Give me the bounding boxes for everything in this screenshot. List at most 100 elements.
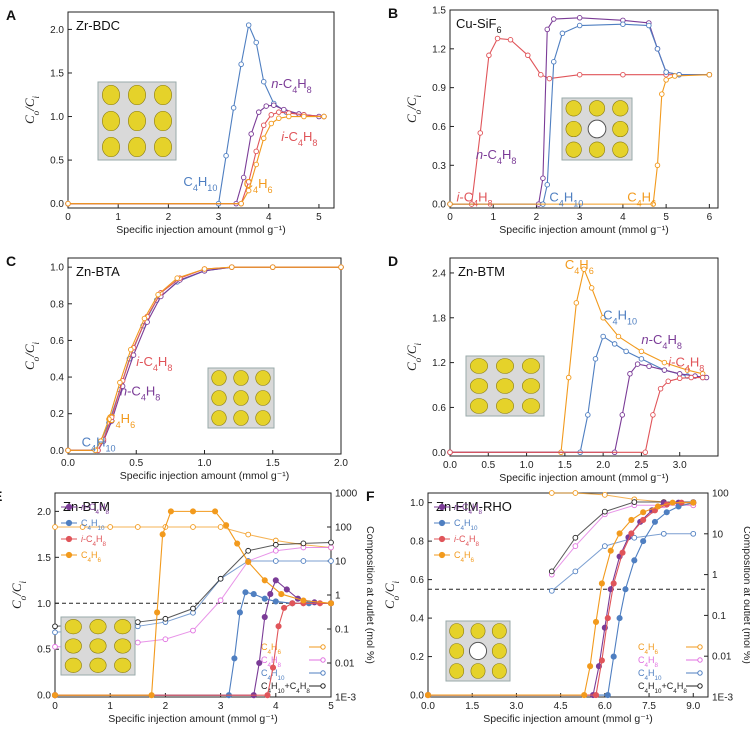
series-point-n-c4h8 [267,591,274,598]
series-point-i-c4h8 [289,600,296,607]
inset-pore [154,84,172,106]
comp-legend-label-c4h10-plus-c4h8: C4H10+C4H8 [261,681,310,695]
series-point-c4h6 [159,531,166,538]
composition-point-c4h10-plus-c4h8 [52,623,58,630]
legend-marker [65,519,73,527]
series-label-c4h10: C4H10 [549,190,583,209]
series-point-c4h10 [646,22,652,29]
series-point-c4h6 [659,91,665,97]
composition-line-c4h10-plus-c4h8 [551,501,694,572]
legend-label-n-c4h8: n-C4H8 [454,502,483,516]
series-point-i-c4h8 [260,122,267,128]
series-point-n-c4h8 [311,599,318,606]
series-point-i-c4h8 [650,412,656,418]
composition-point-c4h6 [134,524,141,530]
inset-pore [233,370,249,386]
series-line-c4h6 [450,267,703,453]
series-point-c4h6 [301,113,307,120]
series-label-nc4h8: n-C4H8 [271,76,311,95]
y-tick-label: 1.5 [432,6,446,17]
series-point-c4h6 [650,201,656,207]
x-tick-label: 0 [52,701,58,712]
series-point-c4h6 [684,367,691,373]
series-point-c4h6 [245,558,252,565]
series-point-c4h6 [141,315,148,322]
y-tick-label: 1.0 [410,498,424,509]
series-point-n-c4h8 [261,614,268,621]
series-point-c4h6 [321,113,327,120]
x-tick-label: 2.0 [596,460,610,471]
composition-point-c4h10 [631,534,638,541]
comp-legend-label-c4h6: C4H6 [638,642,659,656]
comp-legend-label-c4h10: C4H10 [638,668,662,682]
series-point-c4h6 [238,200,244,207]
series-point-i-c4h8 [447,449,453,456]
panel-letter: F [366,488,375,504]
composition-point-c4h6 [548,490,555,496]
composition-point-c4h10-plus-c4h8 [245,547,252,554]
series-point-n-c4h8 [676,371,683,377]
series-label-ic4h8: i-C4H8 [668,354,704,373]
panel-material-name: Zn-EIM-RHO [436,499,512,514]
series-point-i-c4h8 [477,130,484,136]
series-point-c4h6 [286,113,292,120]
inset-pore [612,141,629,158]
series-point-n-c4h8 [544,26,551,33]
series-point-c4h6 [92,447,99,454]
series-point-c4h6 [98,438,104,444]
series-point-c4h10 [663,509,670,516]
composition-point-c4h10 [548,587,555,594]
series-point-n-c4h8 [256,659,263,667]
series-point-c4h10 [654,46,661,52]
composition-point-c4h10-plus-c4h8 [272,541,279,548]
x-axis-label: Specific injection amount (mmol g⁻¹) [499,224,669,236]
legend-label-n-c4h8: n-C4H8 [81,502,110,516]
y-tick-label: 0.0 [50,446,64,457]
y2-axis-label: Composition at outlet (mol %) [741,526,750,664]
series-point-i-c4h8 [525,52,531,59]
series-point-c4h6 [654,503,661,510]
series-point-i-c4h8 [665,378,671,385]
x-tick-label: 9.0 [686,701,700,712]
series-point-c4h10 [651,518,658,525]
inset-pore [211,370,227,386]
comp-legend-label-c4h8: C4H8 [638,655,659,669]
inset-pore [491,623,507,639]
inset-pore [255,390,271,406]
x-tick-label: 5 [316,212,322,223]
series-point-c4h10 [242,589,249,596]
comp-legend-marker [697,644,703,650]
composition-point-c4h10 [272,558,279,564]
panel-letter: A [6,7,16,23]
composition-point-c4h10 [300,558,307,564]
series-point-c4h10 [638,356,645,362]
series-point-c4h6 [616,530,623,537]
series-point-c4h6 [447,201,453,207]
composition-point-c4h6 [245,531,252,538]
series-point-i-c4h8 [628,530,635,537]
legend-marker [65,551,73,559]
series-point-c4h10 [622,586,629,593]
series-point-c4h6 [106,416,112,422]
series-point-c4h6 [672,73,678,79]
composition-line-c4h10 [551,533,694,592]
series-point-c4h6 [51,692,59,699]
x-tick-label: 5 [328,701,334,712]
x-tick-label: 3 [577,212,583,223]
inset-pore [470,398,488,414]
series-label-nc4h8: n-C4H8 [120,383,160,402]
series-point-c4h6 [654,162,661,169]
y-tick-label: 0.4 [50,373,64,384]
y-tick-label: 0.6 [432,122,446,133]
series-point-c4h10 [223,152,229,159]
x-tick-label: 1.5 [558,460,572,471]
x-tick-label: 1.5 [266,458,280,469]
series-point-c4h6 [615,333,622,340]
y2-tick-label: 100 [335,523,352,534]
series-point-c4h10 [585,412,591,418]
inset-pore [470,358,488,374]
y-tick-label: 1.5 [50,68,64,79]
x-tick-label: 4.5 [554,701,568,712]
y-tick-label: 0.0 [432,200,446,211]
series-point-i-c4h8 [592,692,600,699]
